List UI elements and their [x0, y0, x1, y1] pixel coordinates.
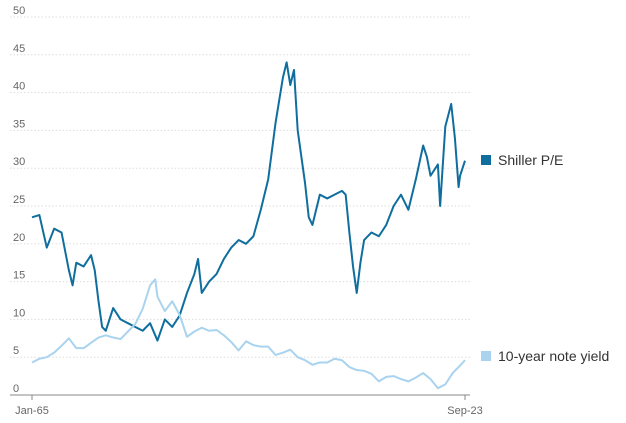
- series-lines: [31, 61, 466, 390]
- legend-swatch: [481, 351, 491, 361]
- x-tick-label: Sep-23: [447, 405, 482, 417]
- gridlines: [10, 16, 470, 358]
- y-tick-label: 30: [13, 156, 25, 168]
- y-tick-label: 50: [13, 5, 25, 17]
- y-tick-label: 5: [13, 345, 19, 357]
- y-tick-label: 25: [13, 194, 25, 206]
- y-tick-label: 0: [13, 383, 19, 395]
- legend-label: 10-year note yield: [498, 348, 609, 364]
- legend-swatch: [481, 155, 491, 165]
- x-tick-label: Jan-65: [15, 405, 49, 417]
- legend: Shiller P/E 10-year note yield: [481, 152, 609, 364]
- y-tick-label: 10: [13, 307, 25, 319]
- series-line-0: [31, 61, 466, 342]
- x-axis-ticks: Jan-65 Sep-23: [15, 395, 483, 417]
- y-axis-ticks: 0 5 10 15 20 25 30 35 40 45 50: [13, 5, 25, 395]
- y-tick-label: 15: [13, 270, 25, 282]
- y-tick-label: 40: [13, 81, 25, 93]
- y-tick-label: 45: [13, 43, 25, 55]
- y-tick-label: 20: [13, 232, 25, 244]
- legend-label: Shiller P/E: [498, 152, 563, 168]
- y-tick-label: 35: [13, 118, 25, 130]
- series-line-1: [31, 278, 466, 390]
